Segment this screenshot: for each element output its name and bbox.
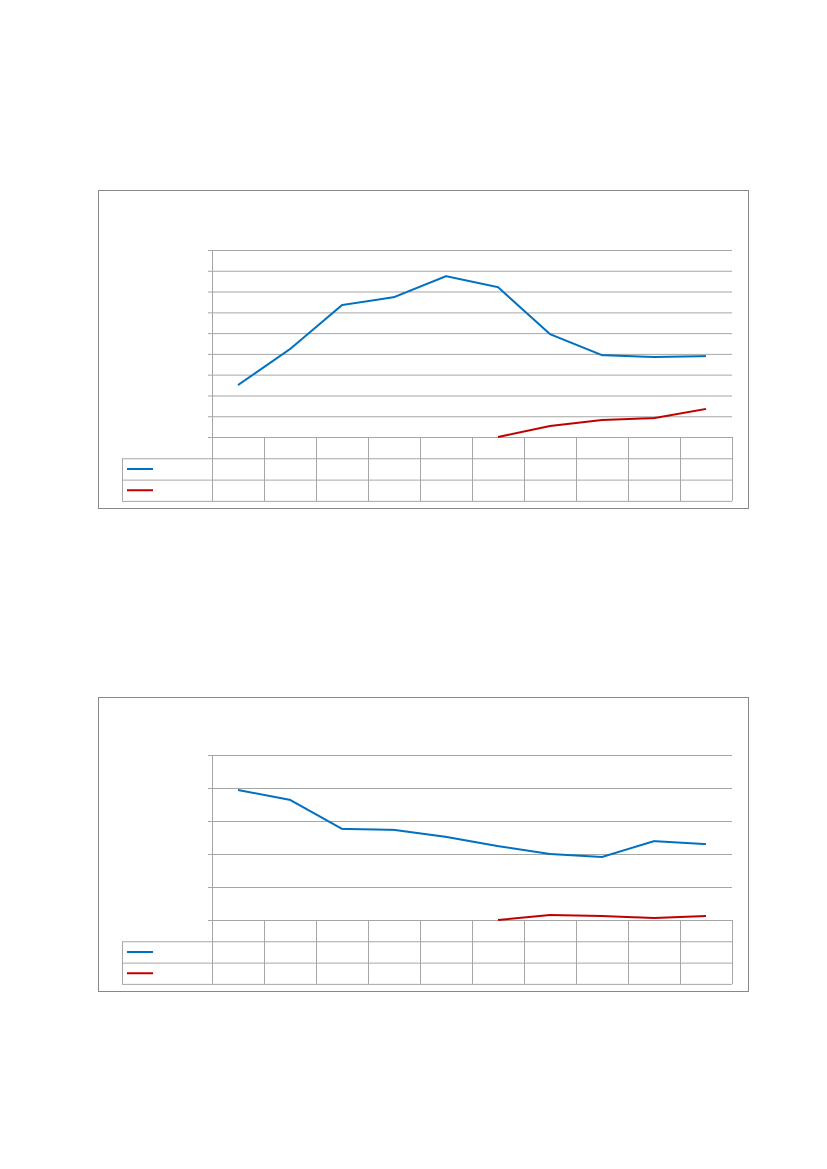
chart-frame [98,697,749,992]
series-line [497,914,707,921]
series-line [497,407,707,438]
series-line [237,275,707,386]
chart-frame [98,190,749,509]
series-line [237,788,707,858]
